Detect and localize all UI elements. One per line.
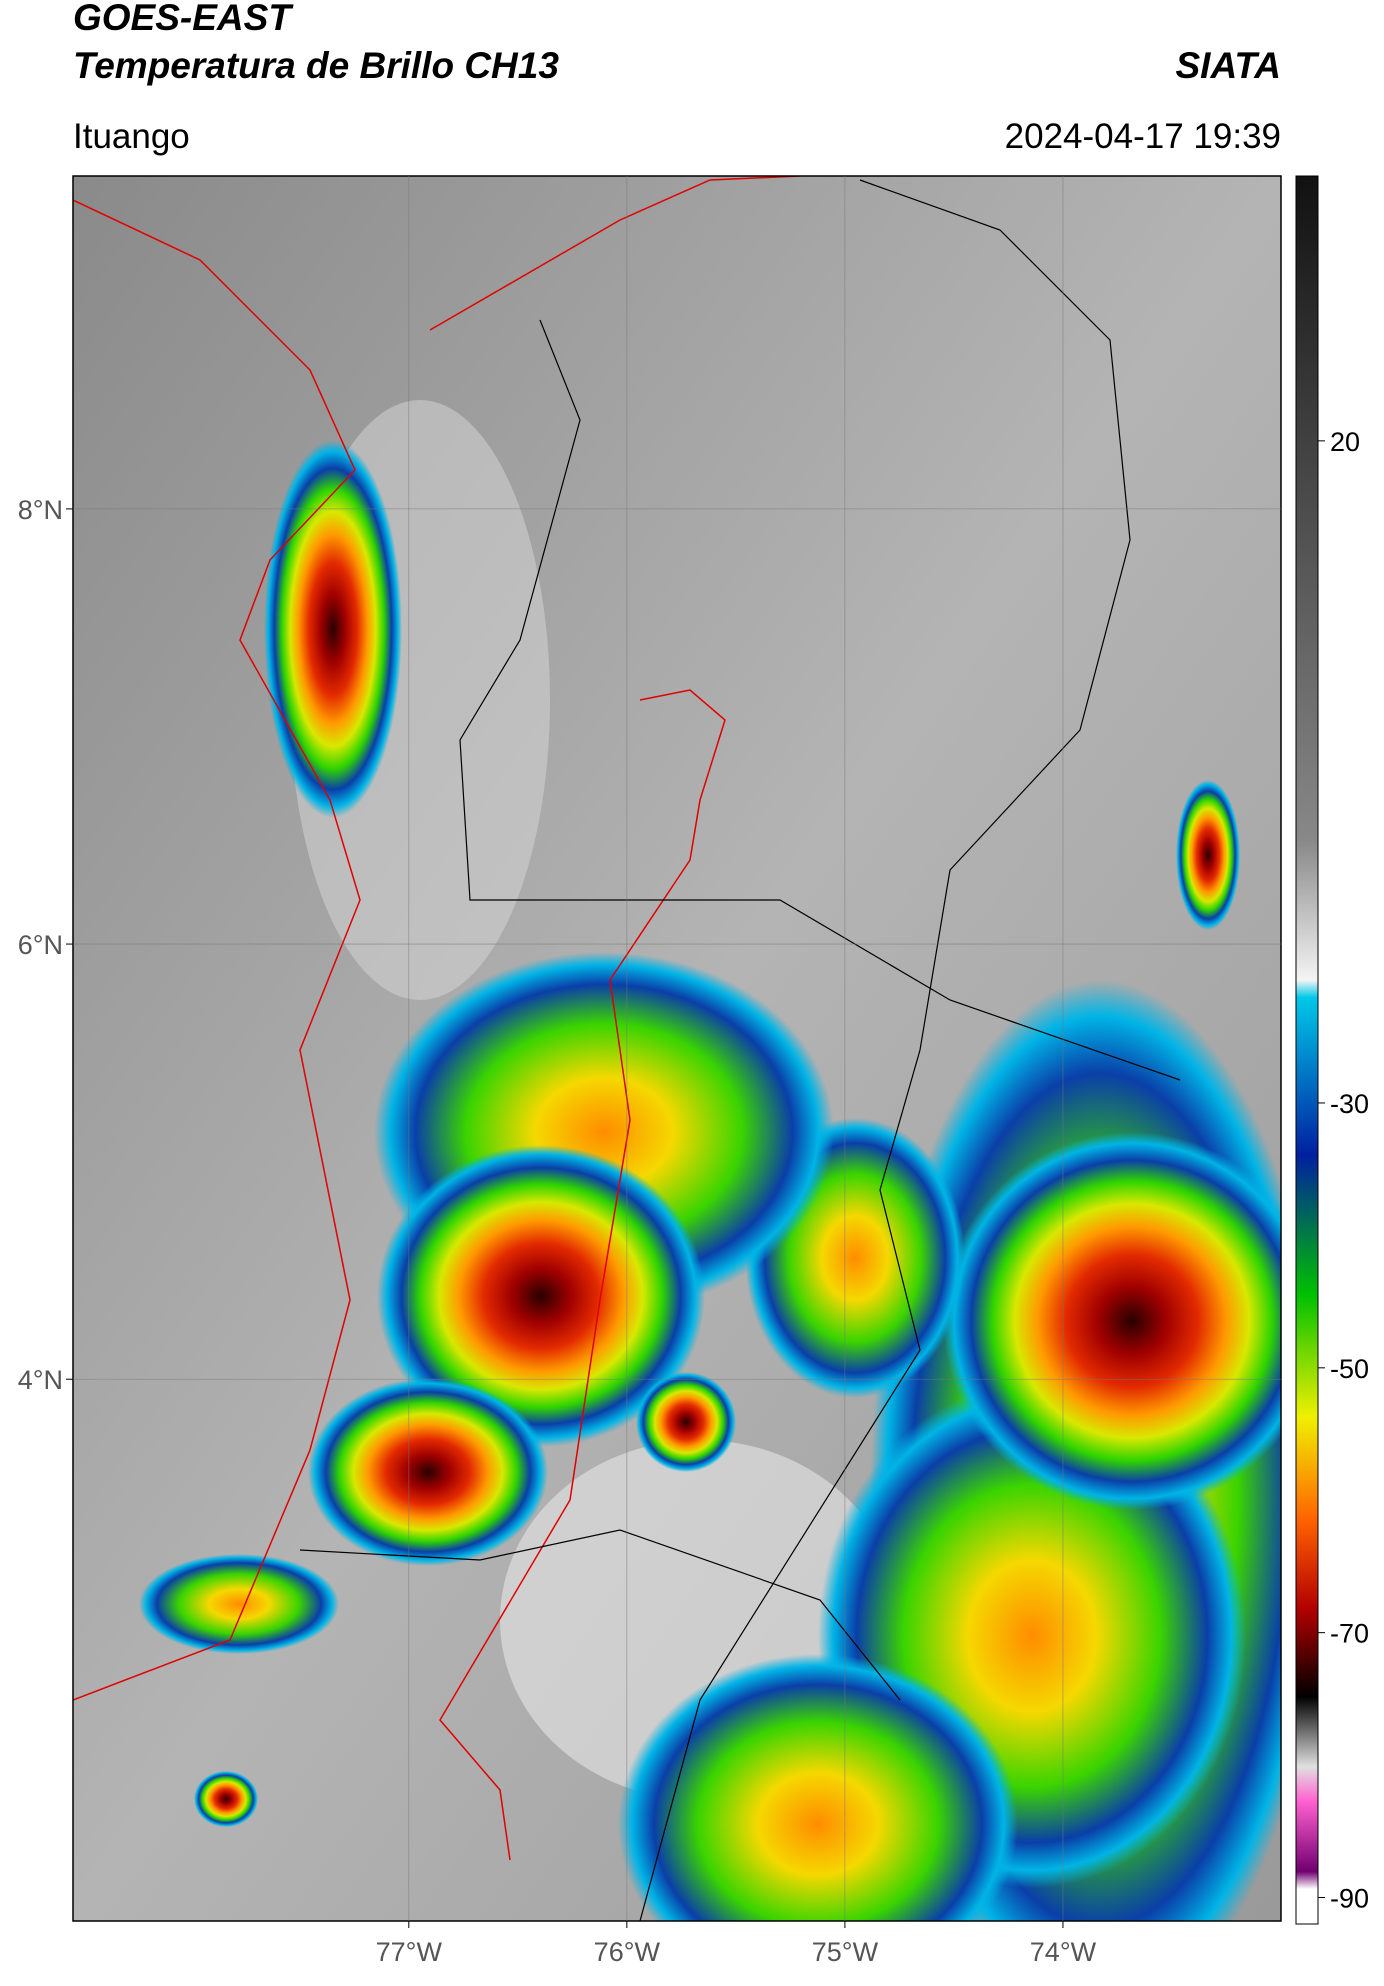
datetime: 2024-04-17 19:39 [1005, 117, 1281, 156]
x-tick-label: 76°W [594, 1937, 661, 1967]
x-tick-label: 75°W [812, 1937, 879, 1967]
storm [943, 1132, 1281, 1510]
coastline [73, 199, 361, 1701]
colorbar-tick-label: -30 [1330, 1089, 1369, 1119]
region-border [299, 1529, 901, 1701]
storm [618, 1654, 1018, 1921]
coastline [429, 176, 801, 331]
region-border [439, 689, 726, 1861]
region-border [459, 319, 1181, 1081]
storm [377, 1145, 705, 1447]
y-tick-label: 6°N [18, 930, 63, 960]
y-tick-label: 8°N [18, 495, 63, 525]
x-tick-label: 74°W [1030, 1937, 1097, 1967]
colorbar [1295, 175, 1319, 1925]
x-tick-label: 77°W [376, 1937, 443, 1967]
location: Ituango [73, 117, 190, 156]
source: SIATA [1175, 45, 1281, 86]
colorbar-tick-label: -90 [1330, 1884, 1369, 1914]
region-border [639, 179, 1131, 1921]
map-frame [72, 175, 1282, 1922]
storm [636, 1372, 736, 1472]
colorbar-tick-label: -50 [1330, 1354, 1369, 1384]
storm [308, 1378, 548, 1566]
title: GOES-EAST [73, 0, 294, 38]
colorbar-tick-label: 20 [1330, 427, 1360, 457]
imagery [73, 176, 1281, 1921]
storm [1176, 780, 1240, 930]
colorbar-tick-label: -70 [1330, 1619, 1369, 1649]
storm [264, 440, 402, 818]
storm [139, 1554, 339, 1654]
subtitle: Temperatura de Brillo CH13 [73, 45, 559, 86]
y-tick-label: 4°N [18, 1365, 63, 1395]
storm [194, 1771, 258, 1827]
